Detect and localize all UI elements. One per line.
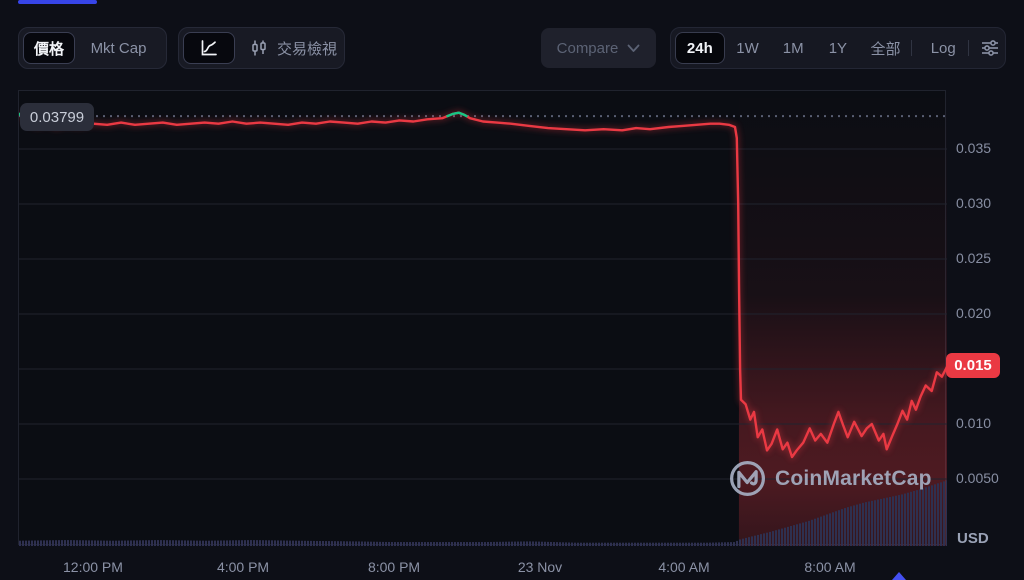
trading-view-label: 交易檢視 [277,40,338,58]
line-chart-view-tab[interactable] [183,32,235,64]
x-axis-label: 8:00 PM [367,559,421,575]
view-toggle-group: 交易檢視 [178,27,345,69]
price-line [19,111,947,459]
mktcap-tab-label: Mkt Cap [90,39,147,57]
line-chart-icon [201,40,217,56]
gridlines [19,148,947,480]
y-axis-label: 0.030 [956,195,992,211]
range-divider [911,40,913,56]
x-axis-label: 12:00 PM [63,559,123,575]
price-tab-label: 價格 [33,40,64,58]
y-axis-label: 0.020 [956,305,992,321]
volume-bars [19,480,947,546]
candlestick-icon [252,40,266,56]
range-divider-2 [968,40,970,56]
coinmarketcap-logo-icon [730,461,765,496]
log-scale-button[interactable]: Log [930,39,956,57]
metric-toggle-group: 價格 Mkt Cap [18,27,167,69]
crash-gradient-fill [738,91,947,546]
price-chart-svg [19,91,947,546]
compare-dropdown[interactable]: Compare [541,28,656,68]
axis-position-marker[interactable] [892,572,907,580]
top-scroll-indicator [18,0,97,4]
trading-view-tab[interactable]: 交易檢視 [249,38,337,59]
y-axis-label: 0.035 [956,140,992,156]
reference-price-tooltip: 0.03799 [20,103,94,131]
watermark-text: CoinMarketCap [775,466,932,490]
reference-price-value: 0.03799 [29,108,85,126]
chart-settings-button[interactable] [979,37,1001,59]
range-24h-button[interactable]: 24h [675,32,725,64]
y-axis-label: 0.010 [956,415,992,431]
y-axis-unit-label: USD [957,530,989,547]
range-1w-button[interactable]: 1W [736,39,759,57]
y-axis-label: 0.0050 [956,470,999,486]
chevron-down-icon [627,44,640,52]
x-axis-label: 23 Nov [517,559,563,575]
range-24h-label: 24h [686,39,713,57]
last-price-badge: 0.015 [946,353,1000,379]
range-all-button[interactable]: 全部 [870,40,901,58]
price-chart-plot[interactable] [18,90,947,546]
range-1y-button[interactable]: 1Y [828,39,848,57]
sliders-icon [982,40,999,56]
y-axis-label: 0.025 [956,250,992,266]
coinmarketcap-watermark: CoinMarketCap [729,460,932,497]
price-tab[interactable]: 價格 [23,32,75,64]
x-axis-label: 4:00 AM [658,559,710,575]
range-1m-button[interactable]: 1M [782,39,804,57]
range-selector-group: 24h 1W 1M 1Y 全部 Log [670,27,1006,69]
last-price-value: 0.015 [954,357,992,375]
x-axis-label: 4:00 PM [216,559,270,575]
price-line-up-segment [446,111,468,118]
compare-label: Compare [556,39,619,57]
mktcap-tab[interactable]: Mkt Cap [75,40,162,57]
x-axis-label: 8:00 AM [804,559,856,575]
